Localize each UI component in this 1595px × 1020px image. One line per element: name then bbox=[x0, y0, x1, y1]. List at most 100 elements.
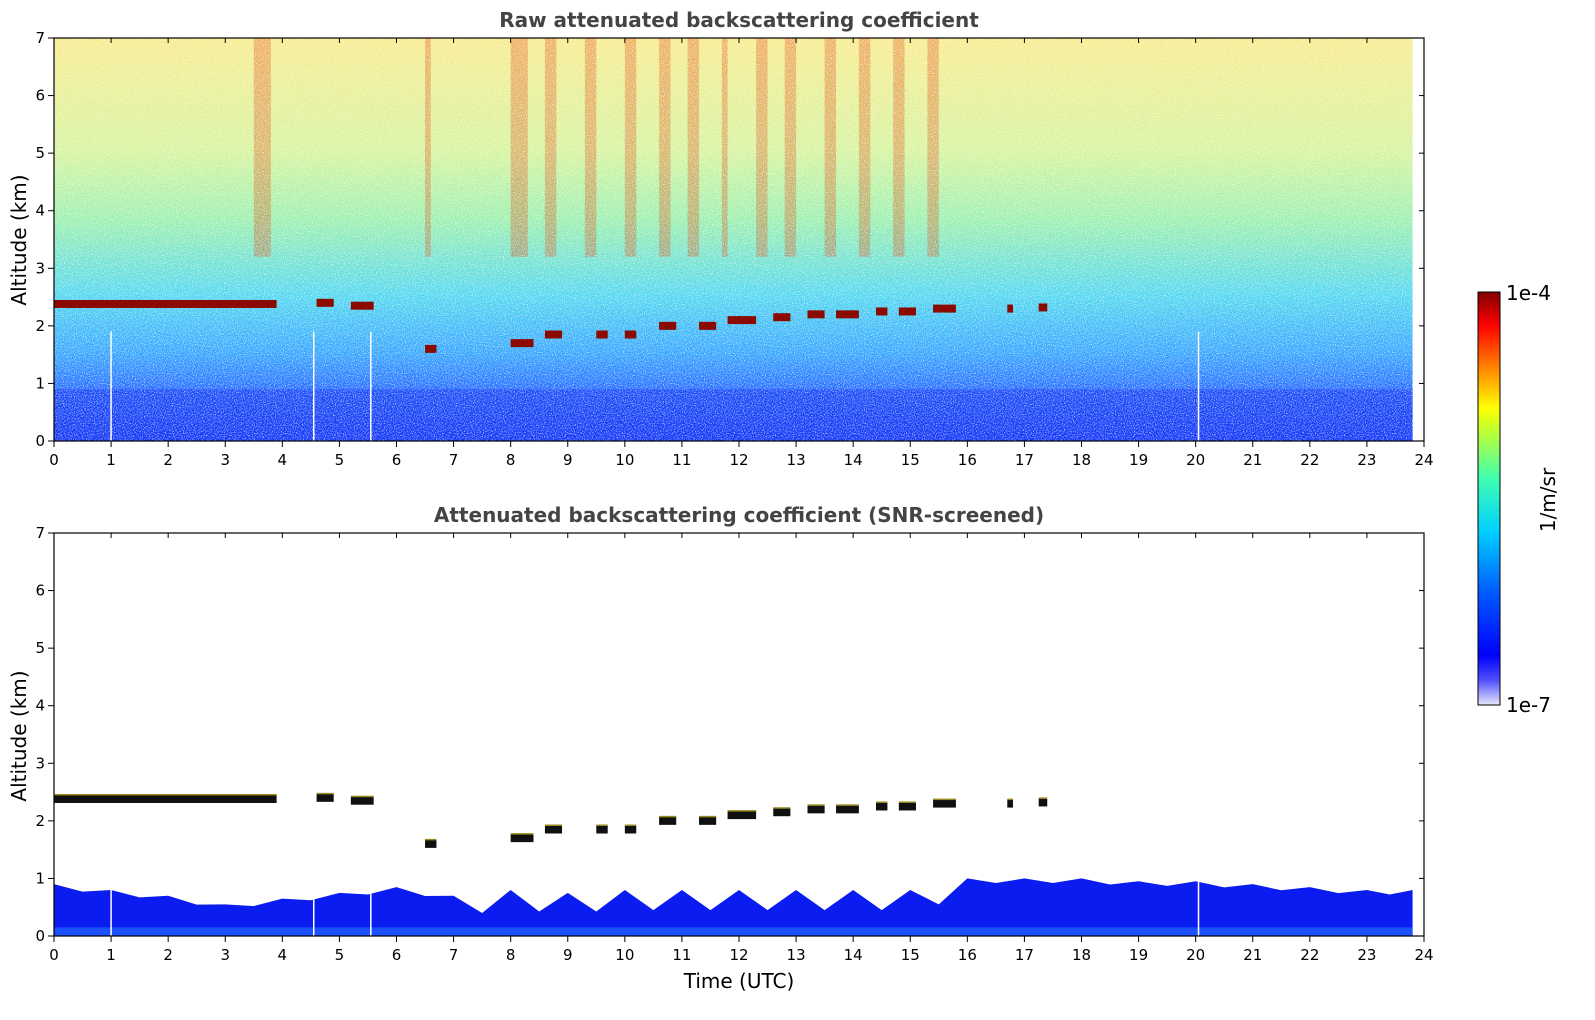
raw-cloud-layer bbox=[544, 330, 563, 339]
screened-cloud-layer bbox=[933, 799, 956, 808]
colorbar-unit-label: 1/m/sr bbox=[1536, 467, 1560, 532]
raw-cloud-layer bbox=[807, 310, 825, 319]
screened-cloud-edge bbox=[699, 815, 717, 818]
raw-cloud-layer bbox=[933, 304, 956, 313]
screened-cloud-edge bbox=[350, 795, 374, 798]
screened-cloud-edge bbox=[659, 815, 677, 818]
raw-cloud-layer bbox=[699, 321, 717, 330]
x-tick-label: 17 bbox=[1015, 946, 1034, 964]
x-tick-label: 23 bbox=[1357, 946, 1376, 964]
screened-cloud-edge bbox=[316, 792, 334, 795]
x-tick-label: 4 bbox=[278, 451, 288, 469]
x-tick-label: 6 bbox=[392, 946, 402, 964]
x-tick-label: 11 bbox=[672, 451, 691, 469]
screened-plot-frame bbox=[53, 532, 1425, 937]
screened-cloud-layer bbox=[54, 794, 277, 803]
raw-cloud-layer bbox=[876, 307, 888, 316]
x-tick-label: 18 bbox=[1072, 451, 1091, 469]
x-tick-label: 8 bbox=[506, 946, 516, 964]
screened-panel-title: Attenuated backscattering coefficient (S… bbox=[434, 503, 1044, 527]
colorbar-min-label: 1e-7 bbox=[1506, 693, 1551, 717]
x-tick-label: 5 bbox=[335, 946, 345, 964]
raw-cloud-layer bbox=[596, 330, 608, 339]
y-tick-label: 3 bbox=[35, 754, 45, 772]
x-tick-label: 19 bbox=[1129, 451, 1148, 469]
x-tick-label: 3 bbox=[220, 946, 230, 964]
y-tick-label: 7 bbox=[35, 524, 45, 542]
screened-cloud-edge bbox=[596, 824, 608, 826]
y-tick-label: 7 bbox=[35, 29, 45, 47]
screened-cloud-layer bbox=[596, 825, 608, 834]
raw-y-axis-label: Altitude (km) bbox=[7, 174, 31, 305]
colorbar-scale bbox=[1477, 291, 1501, 706]
x-tick-label: 22 bbox=[1300, 946, 1319, 964]
x-tick-label: 19 bbox=[1129, 946, 1148, 964]
screened-cloud-edge bbox=[1038, 797, 1048, 799]
x-tick-label: 24 bbox=[1414, 946, 1433, 964]
x-tick-label: 10 bbox=[615, 451, 634, 469]
raw-cloud-layer bbox=[727, 316, 757, 325]
raw-cloud-layer bbox=[1007, 304, 1013, 313]
screened-cloud-layer bbox=[727, 811, 757, 820]
screened-cloud-edge bbox=[54, 793, 277, 796]
screened-cloud-layer bbox=[1007, 799, 1013, 808]
x-tick-label: 20 bbox=[1186, 451, 1205, 469]
screened-cloud-edge bbox=[773, 807, 791, 809]
x-tick-label: 13 bbox=[787, 946, 806, 964]
y-tick-label: 1 bbox=[35, 869, 45, 887]
screened-cloud-layer bbox=[316, 793, 334, 802]
screened-cloud-edge bbox=[425, 838, 437, 841]
screened-cloud-layer bbox=[425, 839, 437, 848]
x-tick-label: 1 bbox=[106, 946, 116, 964]
screened-cloud-layer bbox=[898, 802, 916, 811]
y-tick-label: 6 bbox=[35, 582, 45, 600]
screened-cloud-layer bbox=[510, 834, 534, 843]
x-tick-label: 5 bbox=[335, 451, 345, 469]
screened-plot-area bbox=[54, 792, 1413, 936]
screened-cloud-edge bbox=[544, 824, 563, 826]
x-tick-label: 7 bbox=[449, 451, 459, 469]
x-tick-label: 17 bbox=[1015, 451, 1034, 469]
y-tick-label: 0 bbox=[35, 927, 45, 945]
x-axis-label: Time (UTC) bbox=[683, 969, 795, 993]
x-tick-label: 2 bbox=[163, 946, 173, 964]
x-tick-label: 9 bbox=[563, 451, 573, 469]
x-tick-label: 3 bbox=[220, 451, 230, 469]
screened-cloud-layer bbox=[773, 808, 791, 817]
x-tick-label: 18 bbox=[1072, 946, 1091, 964]
screened-cloud-edge bbox=[836, 804, 859, 806]
x-tick-label: 10 bbox=[615, 946, 634, 964]
screened-cloud-layer bbox=[836, 805, 859, 814]
raw-cloud-layer bbox=[510, 339, 534, 348]
x-tick-label: 7 bbox=[449, 946, 459, 964]
y-tick-label: 2 bbox=[35, 812, 45, 830]
x-tick-label: 21 bbox=[1243, 451, 1262, 469]
x-tick-label: 13 bbox=[787, 451, 806, 469]
raw-plot-area bbox=[54, 38, 1413, 441]
raw-cloud-layer bbox=[54, 299, 277, 308]
x-tick-label: 20 bbox=[1186, 946, 1205, 964]
screened-cloud-layer bbox=[807, 805, 825, 814]
screened-cloud-edge bbox=[727, 810, 757, 812]
x-tick-label: 21 bbox=[1243, 946, 1262, 964]
raw-panel-title: Raw attenuated backscattering coefficien… bbox=[499, 8, 979, 32]
screened-y-axis: 0 1 2 3 4 5 6 7 bbox=[35, 524, 1424, 945]
raw-cloud-layer bbox=[624, 330, 637, 339]
screened-boundary-layer bbox=[54, 878, 1413, 936]
screened-cloud-layer bbox=[350, 796, 374, 805]
raw-y-axis: 0 1 2 3 4 5 6 7 bbox=[35, 29, 1424, 450]
y-tick-label: 4 bbox=[35, 202, 45, 220]
colorbar-max-label: 1e-4 bbox=[1506, 281, 1551, 305]
raw-cloud-layer bbox=[659, 321, 677, 330]
y-tick-label: 2 bbox=[35, 317, 45, 335]
screened-cloud-edge bbox=[898, 801, 916, 803]
colorbar: 1e-4 1e-7 1/m/sr bbox=[1477, 281, 1560, 717]
x-tick-label: 11 bbox=[672, 946, 691, 964]
y-tick-label: 0 bbox=[35, 432, 45, 450]
x-tick-label: 12 bbox=[729, 946, 748, 964]
x-tick-label: 6 bbox=[392, 451, 402, 469]
x-tick-label: 16 bbox=[958, 946, 977, 964]
x-tick-label: 15 bbox=[901, 946, 920, 964]
y-tick-label: 5 bbox=[35, 144, 45, 162]
